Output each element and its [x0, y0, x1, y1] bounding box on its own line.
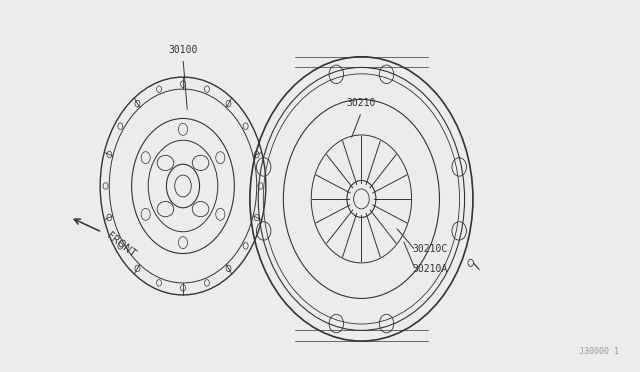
Text: J30000 1: J30000 1 [579, 347, 620, 356]
Text: 30210C: 30210C [412, 244, 447, 254]
Text: 30210: 30210 [347, 99, 376, 109]
Text: FRONT: FRONT [105, 230, 138, 259]
Text: 30100: 30100 [168, 45, 198, 55]
Text: 30210A: 30210A [412, 264, 447, 274]
